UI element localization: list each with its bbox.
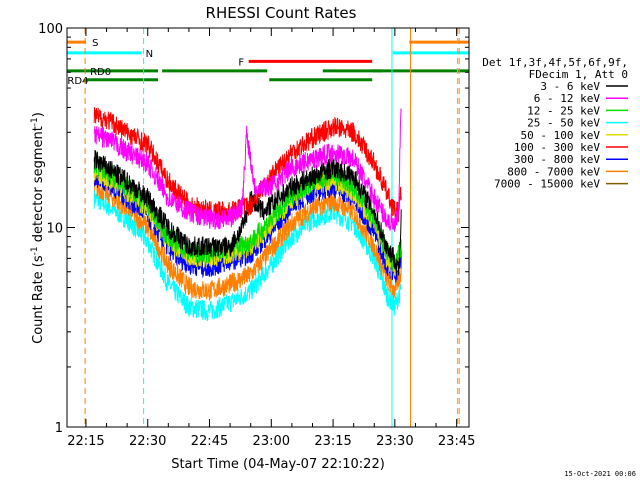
legend-entry-label: 800 - 7000 keV — [507, 165, 600, 178]
series-line-800-7000-kev — [93, 178, 402, 301]
y-axis-label: Count Rate (s-1 detector segment-1) — [30, 112, 46, 344]
legend-header-line-1: Det 1f,3f,4f,5f,6f,9f, — [482, 56, 628, 69]
series-line-6-12-kev — [93, 108, 402, 232]
flag-rd4-label: RD4 — [67, 76, 88, 87]
legend-entry-label: 25 - 50 keV — [527, 117, 600, 130]
legend-entry-label: 12 - 25 keV — [527, 104, 600, 117]
flag-f-label: F — [238, 57, 244, 68]
legend-entry-label: 6 - 12 keV — [534, 92, 601, 105]
legend: Det 1f,3f,4f,5f,6f,9f, FDecim 1, Att 0 3… — [482, 56, 628, 191]
flag-rd0-label: RD0 — [90, 67, 111, 78]
legend-entry-label: 50 - 100 keV — [521, 129, 601, 142]
series-layer — [93, 107, 402, 322]
flag-n-label: N — [146, 49, 153, 60]
legend-header-line-2: FDecim 1, Att 0 — [529, 68, 628, 81]
legend-entry-label: 300 - 800 keV — [514, 153, 600, 166]
x-tick-label: 22:30 — [129, 434, 166, 449]
y-axis-label-mid: detector segment — [31, 126, 46, 246]
legend-entry-label: 100 - 300 keV — [514, 141, 600, 154]
axis-ticks: 22:15 22:30 22:45 23:00 23:15 23:30 23:45 1 10 10… — [38, 22, 475, 449]
legend-entry-label: 7000 - 15000 keV — [494, 178, 600, 191]
vertical-markers — [84, 28, 460, 427]
y-axis-label-end: ) — [31, 112, 46, 117]
y-tick-label: 1 — [55, 421, 63, 436]
x-tick-label: 23:15 — [314, 434, 351, 449]
flag-s-label: S — [92, 38, 98, 49]
x-tick-label: 22:45 — [191, 434, 228, 449]
y-tick-label: 10 — [46, 222, 63, 237]
y-axis-label-main: Count Rate (s — [31, 255, 46, 344]
y-axis-label-sup-2: -1 — [30, 117, 40, 126]
x-axis-label: Start Time (04-May-07 22:10:22) — [171, 457, 385, 472]
date-stamp: 15-Oct-2021 00:06 — [564, 470, 636, 478]
x-tick-label: 23:00 — [253, 434, 290, 449]
y-tick-label: 100 — [38, 22, 63, 37]
y-axis-label-sup-1: -1 — [30, 246, 40, 255]
x-tick-label: 23:30 — [376, 434, 413, 449]
chart-title: RHESSI Count Rates — [206, 4, 357, 22]
series-line-100-300-kev — [93, 107, 402, 222]
x-tick-label: 23:45 — [438, 434, 475, 449]
x-tick-label: 22:15 — [67, 434, 104, 449]
legend-entry-label: 3 - 6 keV — [540, 80, 600, 93]
